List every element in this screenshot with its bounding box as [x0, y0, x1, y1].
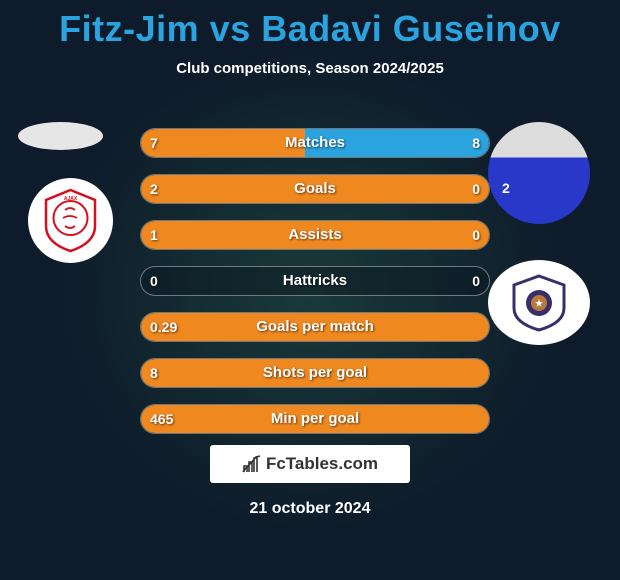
bar-left: [141, 175, 489, 203]
player-right-avatar: [488, 122, 590, 224]
stat-row: Shots per goal8: [140, 350, 490, 396]
stat-track: [140, 266, 490, 296]
fctables-label: FcTables.com: [266, 454, 378, 474]
subtitle: Club competitions, Season 2024/2025: [0, 60, 620, 77]
bar-left: [141, 313, 489, 341]
page-title: Fitz-Jim vs Badavi Guseinov: [0, 0, 620, 50]
chart-icon: [242, 454, 262, 474]
stat-track: [140, 358, 490, 388]
qarabag-icon: [509, 273, 569, 333]
bar-left: [141, 221, 489, 249]
bar-left: [141, 129, 305, 157]
player-left-avatar: [18, 122, 103, 150]
stat-row: Matches78: [140, 120, 490, 166]
club-right-logo: [488, 260, 590, 345]
stat-track: [140, 312, 490, 342]
stat-row: Hattricks00: [140, 258, 490, 304]
bar-left: [141, 405, 489, 433]
svg-text:AJAX: AJAX: [64, 196, 78, 202]
date-label: 21 october 2024: [0, 500, 620, 518]
bar-left: [141, 359, 489, 387]
stat-row: Goals20: [140, 166, 490, 212]
stat-track: [140, 220, 490, 250]
stat-row: Assists10: [140, 212, 490, 258]
fctables-badge: FcTables.com: [210, 445, 410, 483]
stat-track: [140, 128, 490, 158]
comparison-chart: Matches78Goals20Assists10Hattricks00Goal…: [140, 120, 490, 442]
stat-track: [140, 174, 490, 204]
ajax-icon: AJAX: [43, 188, 98, 253]
club-left-logo: AJAX: [28, 178, 113, 263]
stat-row: Min per goal465: [140, 396, 490, 442]
stat-track: [140, 404, 490, 434]
stat-row: Goals per match0.29: [140, 304, 490, 350]
bar-right: [305, 129, 489, 157]
